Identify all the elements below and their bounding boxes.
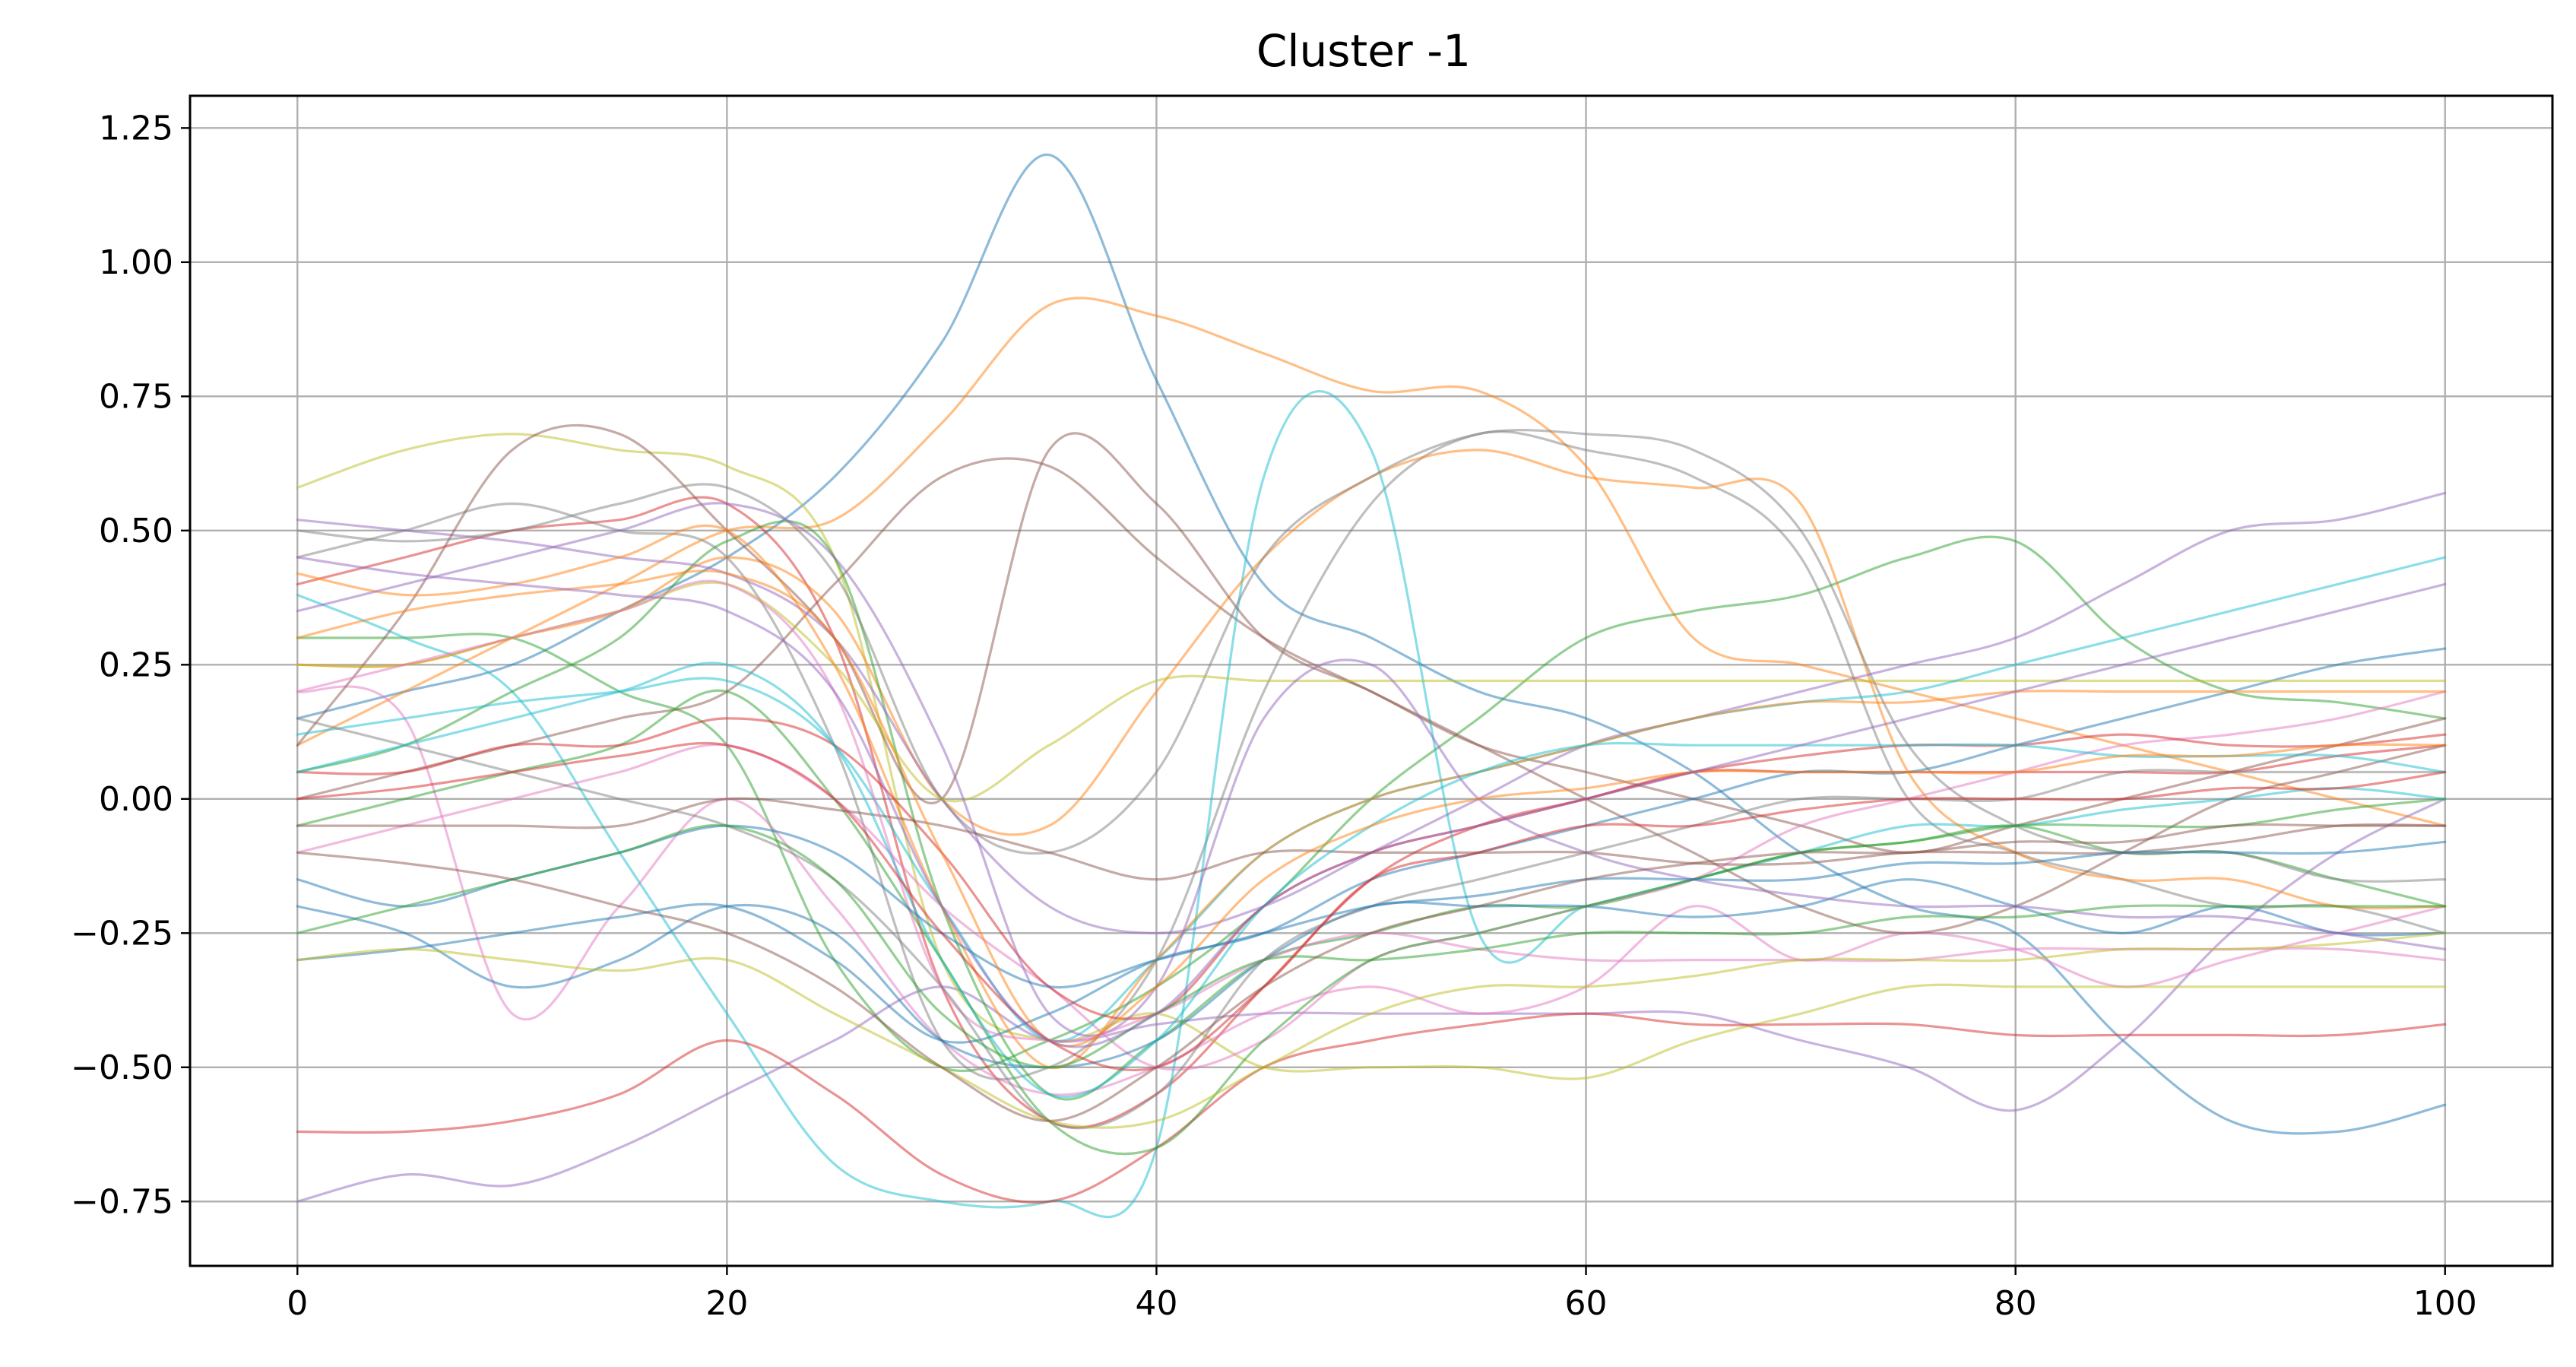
y-tick-label: −0.50	[71, 1048, 173, 1087]
series-line-14	[296, 1012, 2447, 1204]
x-tick-label: 60	[1565, 1284, 1608, 1323]
y-tick-label: 1.00	[99, 243, 173, 282]
chart-title: Cluster -1	[1256, 25, 1471, 77]
series-line-2	[296, 297, 2447, 827]
plot-frame	[189, 94, 2554, 1267]
series-line-18	[296, 429, 2447, 883]
series-line-30	[296, 661, 2447, 1099]
x-tick-label: 40	[1135, 1284, 1177, 1323]
series-line-7	[296, 685, 2447, 1096]
series-line-33	[296, 823, 2447, 1069]
y-tick-label: −0.25	[71, 914, 173, 953]
y-tick-label: 0.50	[99, 512, 173, 550]
y-tick-label: 1.25	[99, 109, 173, 147]
x-tick-label: 20	[705, 1284, 748, 1323]
series-line-22	[296, 524, 2447, 1070]
series-line-23	[296, 689, 2447, 1156]
series-line-28	[296, 717, 2447, 1130]
series-line-3	[296, 535, 2447, 1073]
y-tick-label: 0.25	[99, 645, 173, 684]
series-lines	[296, 154, 2447, 1219]
series-line-9	[296, 433, 2447, 1080]
series-line-26	[296, 797, 2447, 881]
x-tick-label: 80	[1995, 1284, 2037, 1323]
y-tick-label: −0.75	[71, 1182, 173, 1221]
series-line-35	[296, 556, 2447, 1048]
y-tick-label: 0.00	[99, 780, 173, 819]
series-line-25	[296, 502, 2447, 1037]
series-line-16	[296, 423, 2447, 934]
series-line-8	[296, 430, 2447, 1081]
x-tick-label: 0	[287, 1284, 308, 1323]
series-line-32	[296, 569, 2447, 1048]
series-line-29	[296, 931, 2447, 1129]
y-tick-label: 0.75	[99, 377, 173, 416]
series-line-34	[296, 741, 2447, 1072]
series-line-36	[296, 823, 2447, 1122]
axis-ticks: 0 20 40 60 80 100 −0.75 −0.50 −0.25 0.00 0.25 0.50 0…	[71, 109, 2477, 1323]
x-tick-label: 100	[2413, 1284, 2477, 1323]
